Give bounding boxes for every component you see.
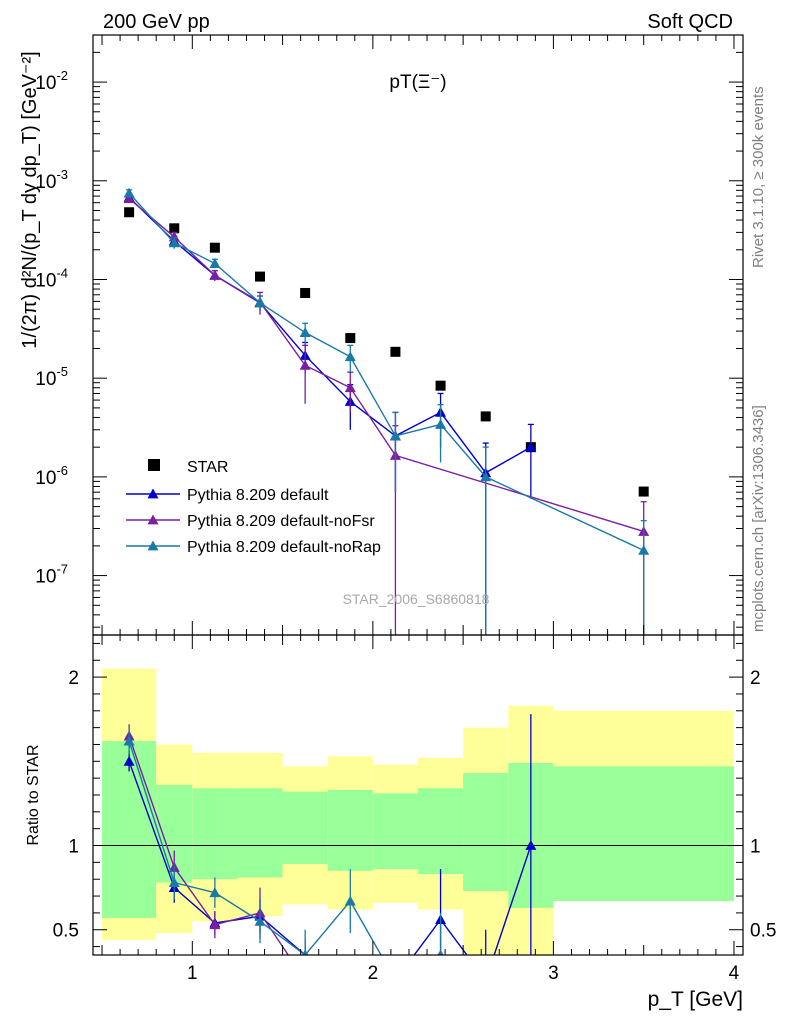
y-tick-label: 10-6	[35, 463, 68, 489]
ratio-tick-label-right: 2	[750, 668, 761, 689]
legend-star-label: STAR	[187, 459, 228, 476]
ratio-point	[254, 915, 266, 926]
legend-label: Pythia 8.209 default-noFsr	[187, 513, 375, 530]
series-point	[168, 237, 180, 248]
plot-title: pT(Ξ⁻)	[389, 72, 446, 93]
main-series	[123, 187, 650, 635]
ratio-point	[209, 919, 221, 930]
ratio-point	[525, 840, 537, 850]
star-point	[480, 411, 491, 422]
legend-label: Pythia 8.209 default	[187, 487, 329, 504]
x-tick-label: 4	[729, 963, 740, 984]
legend-label: Pythia 8.209 default-noRap	[187, 539, 381, 556]
star-point	[345, 333, 356, 344]
star-point	[435, 380, 446, 391]
ratio-line	[128, 740, 441, 955]
ratio-point	[300, 975, 311, 985]
ratio-point	[437, 949, 444, 955]
watermark: STAR_2006_S6860818	[343, 591, 490, 607]
series-point	[525, 441, 537, 452]
ratio-tick-label-right: 0.5	[750, 921, 776, 942]
green-band	[418, 788, 464, 875]
star-point	[124, 207, 135, 218]
x-axis-label: p_T [GeV]	[648, 988, 743, 1011]
green-band	[553, 766, 734, 902]
series-line	[128, 196, 532, 474]
green-band	[237, 788, 283, 878]
ratio-point	[168, 877, 180, 887]
ratio-point	[209, 887, 221, 898]
ratio-point	[390, 975, 401, 985]
y-axis-label: 1/(2π) d²N/(p_T dy dp_T) [GeV⁻²]	[19, 51, 41, 348]
green-band	[327, 789, 373, 871]
x-tick-label: 2	[368, 963, 379, 984]
ratio-tick-label-left: 1	[68, 837, 79, 858]
y-tick-label: 10-5	[35, 364, 68, 390]
star-point	[209, 242, 220, 253]
series-point	[123, 187, 135, 198]
green-band	[282, 791, 328, 865]
x-tick-label: 1	[187, 963, 198, 984]
ratio-tick-label-right: 1	[750, 837, 761, 858]
ratio-point	[302, 949, 309, 955]
rivet-label: Rivet 3.1.10, ≥ 300k events	[750, 86, 767, 268]
x-tick-label: 3	[548, 963, 559, 984]
ratio-tick-label-left: 0.5	[53, 921, 79, 942]
ratio-tick-label-left: 2	[68, 668, 79, 689]
header-right: Soft QCD	[647, 11, 733, 33]
ratio-point	[480, 975, 491, 985]
series-point	[344, 351, 356, 362]
series-point	[435, 418, 447, 429]
series-line	[128, 198, 644, 533]
green-band	[463, 773, 509, 891]
series-point	[209, 269, 221, 280]
series-point	[638, 544, 650, 555]
ratio-point	[390, 975, 401, 985]
header-left: 200 GeV pp	[103, 11, 210, 33]
ratio-point	[345, 970, 356, 980]
series-point	[254, 297, 266, 308]
series-point	[344, 382, 356, 393]
series-point	[299, 359, 311, 370]
star-point	[169, 223, 180, 234]
green-band	[372, 793, 418, 870]
star-point	[638, 486, 649, 497]
legend-star-marker	[148, 459, 160, 471]
series-point	[299, 327, 311, 337]
legend-marker	[147, 488, 159, 499]
mcplots-label: mcplots.cern.ch [arXiv:1306.3436]	[750, 405, 767, 632]
series-point	[389, 430, 401, 441]
ratio-point	[123, 755, 135, 766]
ratio-point	[345, 975, 356, 985]
green-band	[192, 788, 238, 880]
ratio-line	[128, 735, 290, 955]
star-point	[300, 287, 311, 298]
series-point	[480, 471, 492, 482]
star-point	[255, 271, 266, 282]
legend: STAR Pythia 8.209 default Pythia 8.209 def…	[126, 459, 381, 556]
ratio-uncertainty-bands	[93, 668, 743, 955]
ratio-point	[344, 895, 356, 906]
ratio-y-axis-label: Ratio to STAR	[25, 744, 42, 845]
series-point	[123, 193, 135, 203]
star-point	[390, 346, 401, 357]
series-point	[209, 258, 221, 268]
ratio-point	[123, 735, 135, 746]
legend-marker	[147, 514, 159, 525]
y-tick-label: 10-4	[35, 265, 68, 291]
series-line	[128, 192, 644, 552]
y-tick-label: 10-3	[35, 167, 68, 193]
legend-marker	[147, 540, 159, 551]
y-tick-label: 10-2	[35, 68, 68, 94]
y-tick-label: 10-7	[35, 562, 68, 588]
axis-ticks: 1 2 3 4 10-7 10-6 10-5 10-4 10-3 10-2 0.5 0.5 1 1 2 2	[35, 34, 776, 984]
